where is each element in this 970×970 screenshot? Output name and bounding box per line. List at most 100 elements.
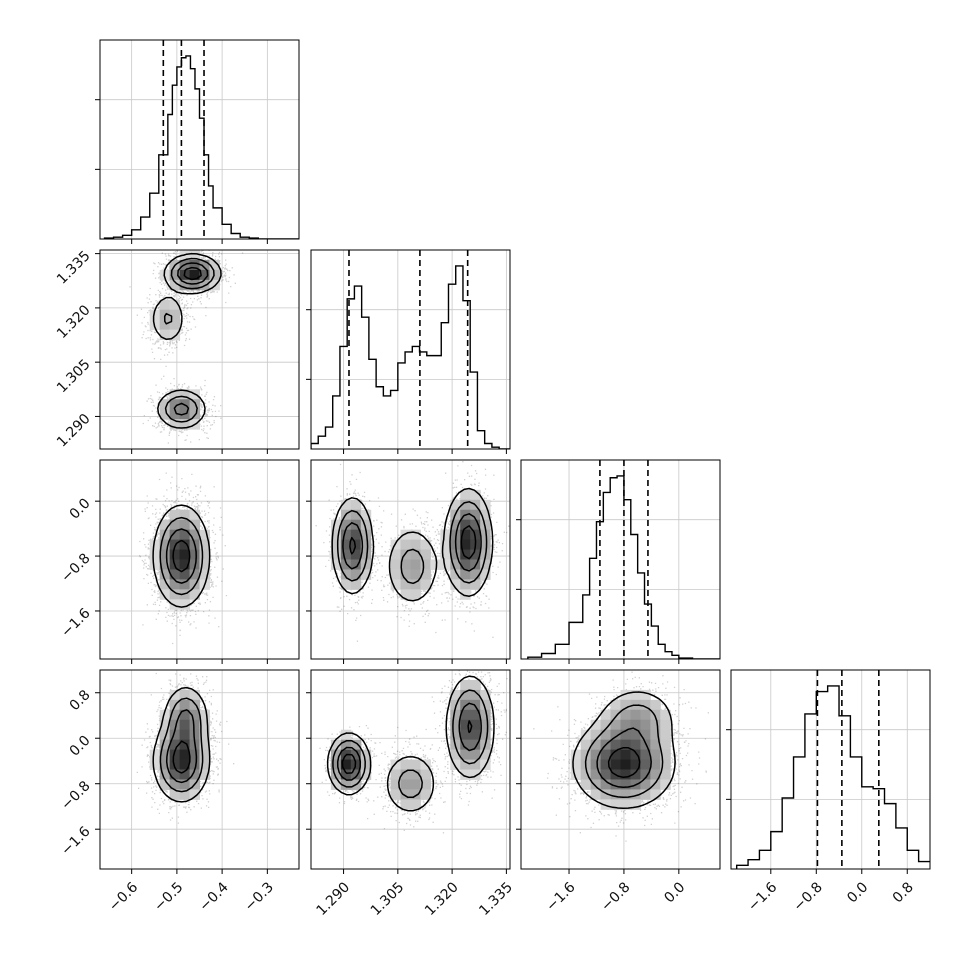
density-cell xyxy=(630,739,641,751)
density-cell xyxy=(199,729,210,741)
density-cell xyxy=(460,529,471,541)
density-cell xyxy=(460,729,471,741)
density-cell xyxy=(590,779,602,790)
density-cell xyxy=(460,719,471,731)
density-cell xyxy=(189,509,200,521)
density-cell xyxy=(470,719,481,731)
density-cell xyxy=(169,509,181,521)
density-cell xyxy=(460,499,471,511)
density-cell xyxy=(169,399,181,410)
density-cell xyxy=(159,329,171,341)
density-cell xyxy=(460,679,471,691)
density-cell xyxy=(360,519,372,531)
density-cell xyxy=(630,799,641,810)
density-cell xyxy=(390,759,402,770)
density-cell xyxy=(350,569,362,580)
density-cell xyxy=(450,709,461,721)
contour-line xyxy=(163,257,215,423)
histogram-panel-0 xyxy=(95,39,300,244)
density-cell xyxy=(620,749,631,761)
density-cell xyxy=(450,519,461,531)
density-cell xyxy=(340,539,352,551)
density-cell xyxy=(440,559,451,570)
panel-frame xyxy=(310,669,511,870)
density-cell xyxy=(400,549,411,560)
density-cell xyxy=(340,769,352,780)
density-cell xyxy=(460,589,471,600)
density-cell xyxy=(580,729,592,741)
density-cell xyxy=(410,779,421,790)
density-cell xyxy=(600,719,612,731)
density-cell xyxy=(450,559,461,570)
density-cell xyxy=(340,559,352,570)
contour-line xyxy=(165,709,198,784)
density-cell xyxy=(630,789,641,800)
density-cell xyxy=(640,699,651,711)
contour-line xyxy=(607,747,641,778)
density-cell xyxy=(600,799,612,810)
density-cell xyxy=(159,759,171,770)
density-cell xyxy=(340,759,352,770)
density-cell xyxy=(650,739,661,751)
density-cell xyxy=(360,569,372,580)
panel-frame xyxy=(310,249,511,450)
density-cell xyxy=(590,769,602,780)
y-tick-label: −1.6 xyxy=(58,823,93,858)
density-cell xyxy=(390,549,402,560)
density-cell xyxy=(480,559,491,570)
density-cell xyxy=(620,709,631,721)
density-cell xyxy=(650,709,661,721)
density-cell xyxy=(470,729,481,741)
y-tick-label: −0.8 xyxy=(58,550,93,585)
x-tick-label: 0.0 xyxy=(844,879,871,906)
density-cell xyxy=(630,719,641,731)
density-cell xyxy=(640,709,651,721)
density-cell xyxy=(199,709,210,721)
density-cell xyxy=(480,569,491,580)
density-cell xyxy=(400,789,411,800)
density-cell xyxy=(199,569,210,580)
density-cell xyxy=(189,519,200,531)
density-cell xyxy=(660,769,671,780)
x-tick-label: 1.290 xyxy=(314,879,354,919)
density-cell xyxy=(159,549,171,560)
density-cell xyxy=(470,689,481,701)
density-cell xyxy=(420,579,431,590)
density-cell xyxy=(189,259,200,271)
density-cell xyxy=(179,279,191,291)
density-cell xyxy=(330,559,342,570)
density-cell xyxy=(610,789,621,800)
density-cell xyxy=(600,749,612,761)
histogram-panel-3 xyxy=(726,669,931,874)
density-cell xyxy=(600,729,612,741)
density-cell xyxy=(640,769,651,780)
density-cell xyxy=(159,729,171,741)
density-cell xyxy=(209,259,220,271)
density-cell xyxy=(570,749,582,761)
density-cell xyxy=(169,329,181,341)
density-cell xyxy=(590,759,602,770)
density-cell xyxy=(179,759,191,770)
density-cell xyxy=(340,529,352,541)
density-cell xyxy=(360,549,372,560)
density-cell xyxy=(450,569,461,580)
density-cell xyxy=(400,769,411,780)
density-cell xyxy=(460,739,471,751)
density-cell xyxy=(460,749,471,761)
density-cell xyxy=(620,789,631,800)
density-cell xyxy=(330,519,342,531)
density-cell xyxy=(169,729,181,741)
density-cell xyxy=(169,599,181,610)
density-cell xyxy=(169,739,181,751)
density-cell xyxy=(460,519,471,531)
density-cell xyxy=(640,689,651,701)
density-cell xyxy=(650,749,661,761)
density-cell xyxy=(159,579,171,590)
density-cell xyxy=(650,779,661,790)
density-cell xyxy=(179,579,191,590)
density-cell xyxy=(580,769,592,780)
density-cell xyxy=(460,569,471,580)
density-cell xyxy=(450,749,461,761)
density-cell xyxy=(159,519,171,531)
density-cell xyxy=(159,779,171,790)
